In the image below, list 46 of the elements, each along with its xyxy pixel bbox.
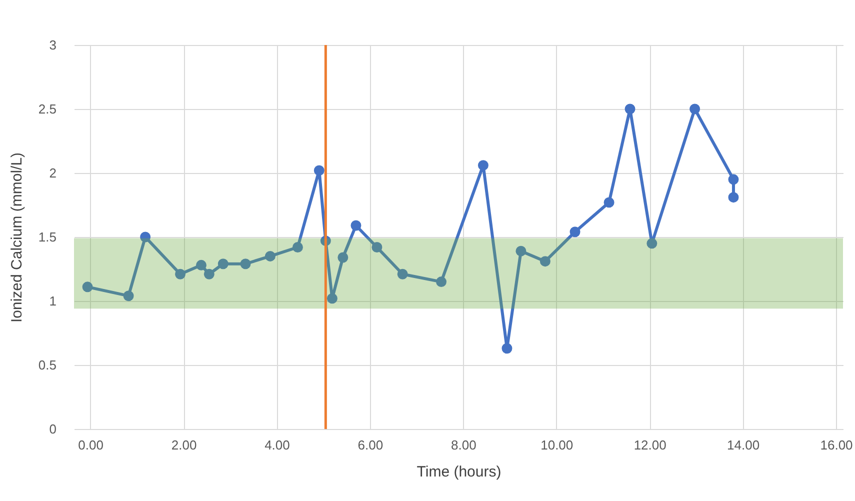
point (646, 238, 658, 249)
x-tick-label: 2.00 (171, 438, 197, 452)
x-tick-label: 14.00 (727, 438, 760, 452)
y-tick-label: 0.5 (38, 358, 56, 372)
point (570, 226, 580, 238)
x-tick-label: 10.00 (540, 438, 574, 452)
point (140, 232, 151, 242)
x-tick-label: 0.00 (78, 438, 104, 452)
point (196, 260, 206, 270)
y-tick-label: 3 (49, 38, 56, 52)
x-tick-label: 4.00 (264, 438, 290, 452)
y-tick-label: 2 (49, 166, 56, 180)
point (397, 268, 408, 280)
point (540, 256, 550, 267)
point (350, 220, 362, 231)
point (502, 343, 512, 354)
y-tick-label: 2.5 (38, 102, 56, 116)
point (123, 290, 134, 302)
y-tick-label: 1.5 (38, 230, 56, 244)
point (314, 165, 324, 176)
point (82, 282, 93, 292)
point (292, 242, 303, 252)
point (338, 252, 348, 263)
point (218, 258, 228, 270)
point (604, 197, 614, 208)
point (516, 246, 526, 256)
point (728, 174, 739, 185)
point (240, 258, 251, 270)
point (690, 104, 700, 114)
y-tick-label: 1 (49, 294, 56, 308)
point (624, 104, 636, 114)
x-axis-title: Time (hours) (416, 464, 502, 480)
x-tick-label: 12.00 (634, 438, 666, 452)
point (326, 293, 338, 304)
point (264, 250, 276, 262)
point (436, 276, 446, 288)
x-tick-label: 6.00 (358, 438, 384, 452)
point (175, 268, 186, 280)
x-tick-label: 16.00 (820, 438, 853, 452)
x-tick-label: 8.00 (451, 438, 476, 452)
y-tick-label: 0 (49, 422, 56, 436)
point (204, 268, 214, 280)
y-axis-title: Ionized Calcium (mmol/L) (8, 152, 26, 323)
point (478, 160, 488, 171)
point (728, 192, 739, 203)
point (372, 242, 382, 252)
